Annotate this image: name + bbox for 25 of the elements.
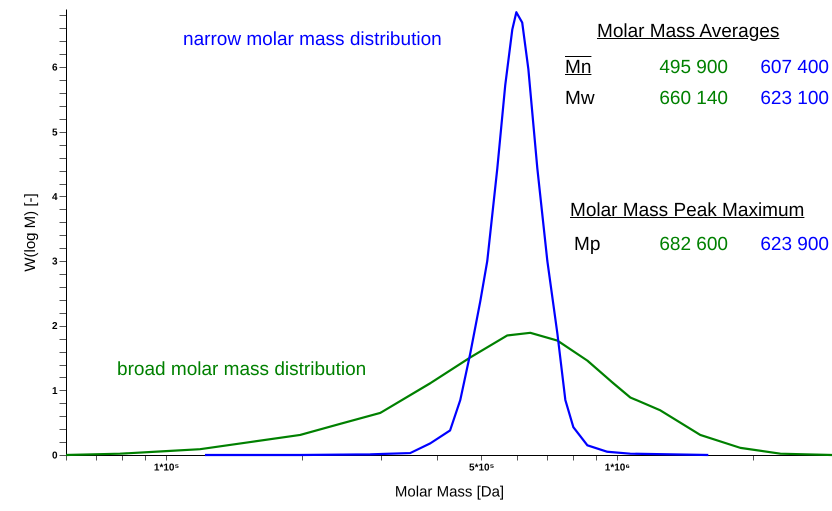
y-tick-label: 5 — [52, 127, 58, 138]
y-tick-label: 2 — [52, 321, 58, 332]
annotation: 495 900 — [659, 57, 728, 78]
annotation: 623 100 — [760, 88, 829, 109]
annotation: Mn — [565, 57, 592, 78]
y-tick-label: 4 — [52, 192, 58, 203]
annotation: 660 140 — [659, 88, 728, 109]
y-tick-label: 1 — [52, 386, 58, 397]
x-tick-label: 1*10⁵ — [154, 462, 180, 474]
x-tick-label: 5*10⁵ — [469, 462, 495, 474]
y-axis-title: W(log M) [-] — [22, 193, 39, 272]
text: narrow molar mass distribution — [183, 29, 442, 50]
y-tick-label: 0 — [52, 450, 58, 462]
series-label: broad molar mass distribution — [117, 359, 366, 380]
annotation: 607 400 — [760, 57, 829, 78]
y-tick-label: 6 — [52, 62, 58, 74]
annotation: 682 600 — [659, 234, 728, 255]
x-tick-label: 1*10⁶ — [604, 462, 630, 474]
x-axis-title: Molar Mass [Da] — [394, 484, 504, 500]
annotation: Molar Mass Averages — [597, 21, 780, 42]
annotation: Mw — [565, 88, 595, 109]
y-tick-label: 3 — [52, 256, 58, 268]
annotation: 623 900 — [760, 234, 829, 255]
annotation: Mp — [574, 234, 600, 255]
annotation: Molar Mass Peak Maximum — [570, 200, 804, 221]
